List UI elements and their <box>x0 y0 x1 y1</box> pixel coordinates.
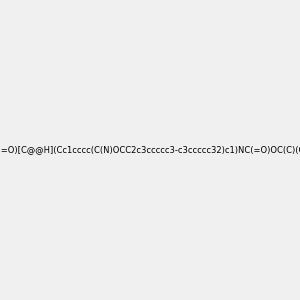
Text: OC(=O)[C@@H](Cc1cccc(C(N)OCC2c3ccccc3-c3ccccc32)c1)NC(=O)OC(C)(C)C: OC(=O)[C@@H](Cc1cccc(C(N)OCC2c3ccccc3-c3… <box>0 146 300 154</box>
